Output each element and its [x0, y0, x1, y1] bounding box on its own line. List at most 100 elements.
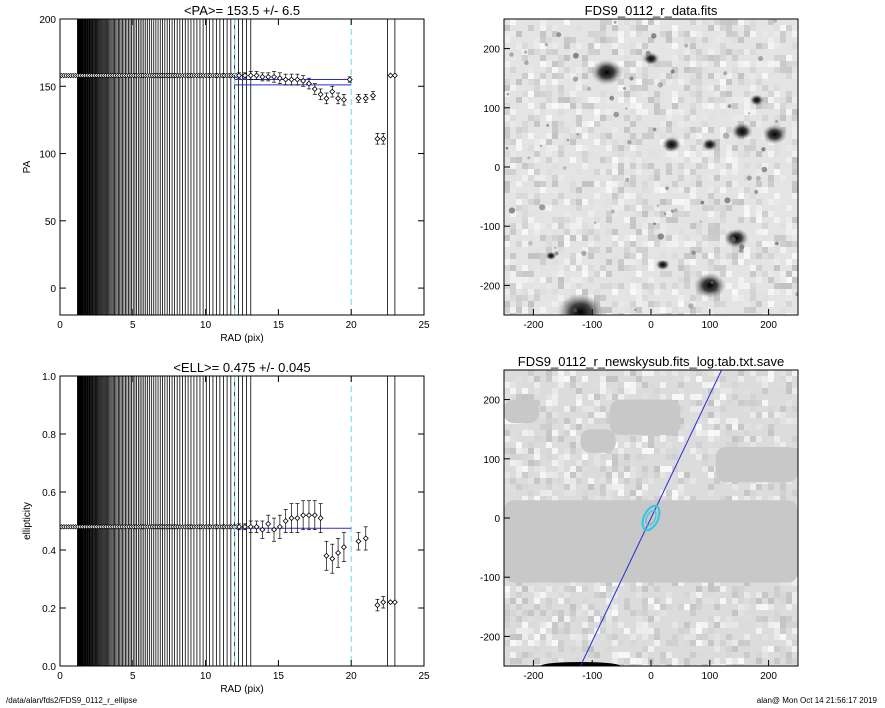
noise-pixel	[612, 289, 618, 295]
noise-pixel	[618, 580, 624, 586]
noise-pixel	[546, 169, 552, 175]
noise-pixel	[672, 181, 678, 187]
noise-pixel	[750, 394, 756, 400]
faint-source	[505, 146, 509, 150]
noise-pixel	[540, 580, 546, 586]
noise-pixel	[750, 145, 756, 151]
noise-pixel	[528, 151, 534, 157]
noise-pixel	[534, 193, 540, 199]
x-tick-label: 15	[273, 320, 285, 331]
noise-pixel	[726, 97, 732, 103]
noise-pixel	[666, 73, 672, 79]
source-blob	[701, 138, 718, 151]
x-tick-label: 25	[418, 320, 430, 331]
noise-pixel	[642, 175, 648, 181]
point-marker	[282, 76, 289, 83]
noise-pixel	[792, 163, 798, 169]
noise-pixel	[648, 283, 654, 289]
noise-pixel	[732, 283, 738, 289]
noise-pixel	[780, 652, 786, 658]
faint-source	[524, 60, 529, 66]
noise-pixel	[696, 175, 702, 181]
noise-pixel	[552, 289, 558, 295]
noise-pixel	[570, 157, 576, 163]
noise-pixel	[564, 211, 570, 217]
noise-pixel	[696, 400, 702, 406]
noise-pixel	[708, 430, 714, 436]
noise-pixel	[648, 301, 654, 307]
noise-pixel	[552, 376, 558, 382]
source-blob	[749, 94, 764, 106]
noise-pixel	[714, 91, 720, 97]
noise-pixel	[528, 307, 534, 313]
noise-pixel	[720, 79, 726, 85]
noise-pixel	[648, 652, 654, 658]
noise-pixel	[720, 496, 726, 502]
noise-pixel	[720, 424, 726, 430]
noise-pixel	[504, 289, 510, 295]
noise-pixel	[690, 73, 696, 79]
noise-pixel	[576, 394, 582, 400]
point-marker	[335, 549, 342, 556]
source-blob	[643, 52, 659, 66]
noise-pixel	[762, 85, 768, 91]
noise-pixel	[540, 610, 546, 616]
noise-pixel	[528, 490, 534, 496]
noise-pixel	[624, 145, 630, 151]
noise-pixel	[684, 658, 690, 664]
noise-pixel	[684, 31, 690, 37]
noise-pixel	[732, 289, 738, 295]
noise-pixel	[786, 604, 792, 610]
noise-pixel	[558, 241, 564, 247]
noise-pixel	[606, 145, 612, 151]
faint-source	[528, 241, 533, 246]
noise-pixel	[732, 181, 738, 187]
noise-pixel	[606, 259, 612, 265]
noise-pixel	[594, 169, 600, 175]
noise-pixel	[774, 151, 780, 157]
noise-pixel	[516, 442, 522, 448]
noise-pixel	[534, 277, 540, 283]
noise-pixel	[666, 43, 672, 49]
noise-pixel	[528, 313, 534, 315]
noise-pixel	[756, 376, 762, 382]
noise-pixel	[774, 115, 780, 121]
noise-pixel	[792, 103, 798, 109]
noise-pixel	[720, 205, 726, 211]
noise-pixel	[588, 412, 594, 418]
noise-pixel	[606, 283, 612, 289]
noise-pixel	[678, 442, 684, 448]
noise-pixel	[624, 604, 630, 610]
noise-pixel	[732, 145, 738, 151]
noise-pixel	[702, 412, 708, 418]
noise-pixel	[630, 205, 636, 211]
noise-pixel	[516, 271, 522, 277]
noise-pixel	[504, 199, 510, 205]
noise-pixel	[780, 412, 786, 418]
noise-pixel	[738, 259, 744, 265]
noise-pixel	[750, 490, 756, 496]
noise-pixel	[774, 388, 780, 394]
noise-pixel	[762, 652, 768, 658]
noise-pixel	[708, 121, 714, 127]
noise-pixel	[648, 370, 654, 376]
noise-pixel	[750, 265, 756, 271]
noise-pixel	[696, 139, 702, 145]
noise-pixel	[702, 622, 708, 628]
axes-frame	[59, 18, 425, 316]
point-marker	[362, 95, 369, 102]
noise-pixel	[744, 604, 750, 610]
sky-subtracted-image-panel: -200 -100 0 100 200-200-1000100200FDS9_0112_…	[480, 354, 799, 682]
noise-pixel	[624, 235, 630, 241]
noise-pixel	[558, 91, 564, 97]
data-point	[340, 93, 347, 106]
noise-pixel	[768, 61, 774, 67]
noise-pixel	[588, 496, 594, 502]
noise-pixel	[624, 103, 630, 109]
noise-pixel	[678, 580, 684, 586]
noise-pixel	[648, 37, 654, 43]
noise-pixel	[630, 658, 636, 664]
noise-pixel	[624, 157, 630, 163]
noise-pixel	[564, 217, 570, 223]
noise-pixel	[516, 133, 522, 139]
